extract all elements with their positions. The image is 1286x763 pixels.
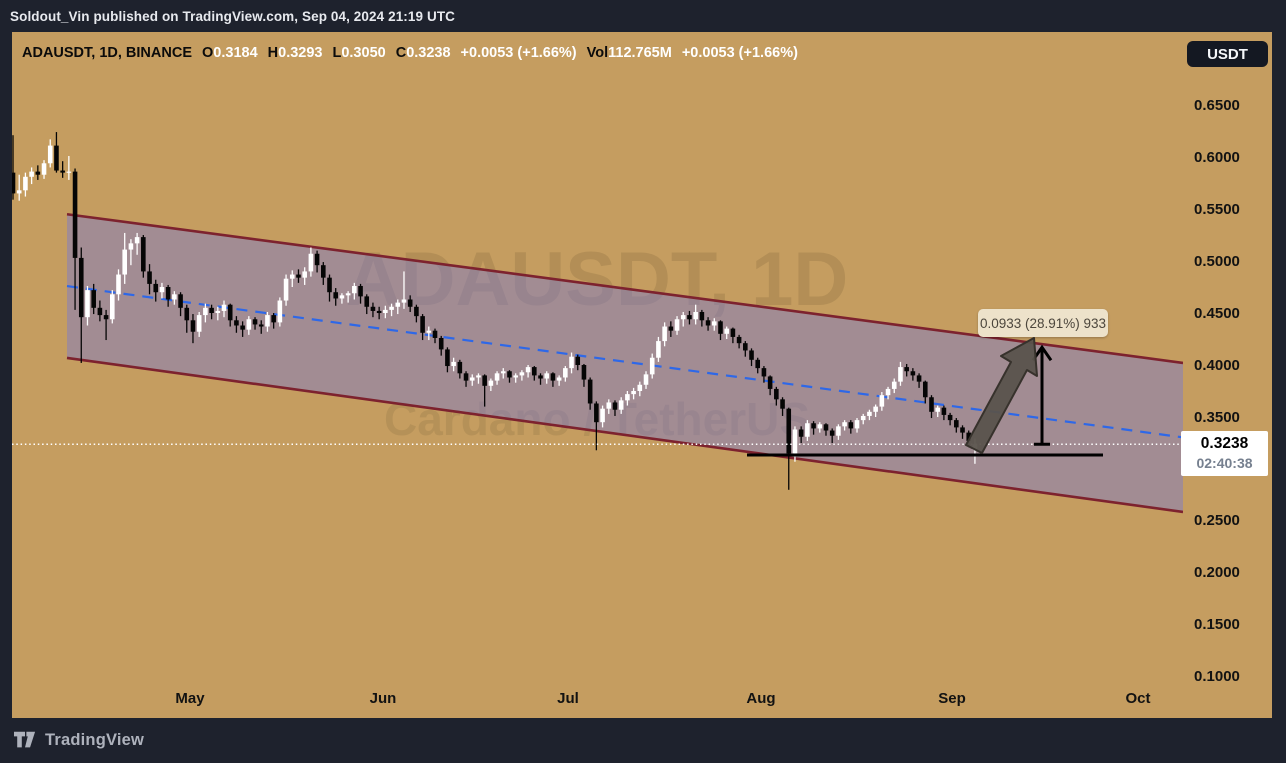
price-axis-label: 0.4000 [1194,356,1240,374]
currency-toggle-button[interactable]: USDT [1187,41,1268,67]
price-axis-label: 0.4500 [1194,304,1240,322]
price-axis-label: 0.6500 [1194,96,1240,114]
measure-label[interactable]: 0.0933 (28.91%) 933 [978,309,1108,337]
ohlc-close: C 0.3238 [395,45,451,61]
price-axis-label: 0.3500 [1194,408,1240,426]
price-axis-label: 0.1500 [1194,616,1240,634]
price-axis-label: 0.5000 [1194,252,1240,270]
channel-top-line[interactable] [66,212,1183,365]
time-axis-label: Oct [1125,690,1151,707]
time-axis-label: Aug [746,690,776,707]
channel-fill[interactable] [67,214,1183,512]
footer-bar: TradingView [0,718,1286,763]
tradingview-logo-icon[interactable] [14,731,36,750]
tradingview-wordmark[interactable]: TradingView [45,731,145,749]
price-axis-label: 0.2000 [1194,564,1240,582]
current-price-label: 0.3238 02:40:38 [1181,431,1268,476]
volume: Vol 112.765M [586,45,672,61]
current-price-value: 0.3238 [1200,435,1249,453]
ohlc-low: L 0.3050 [332,45,386,61]
chart-panel [12,32,1272,718]
ohlc-open: O 0.3184 [202,45,258,61]
time-axis-label: May [175,690,205,707]
price-change: +0.0053 (+1.66%) [460,45,577,61]
volume-change: +0.0053 (+1.66%) [681,45,798,61]
price-axis-label: 0.5500 [1194,200,1240,218]
time-axis-label: Sep [938,690,966,707]
time-axis-label: Jun [369,690,397,707]
price-axis-label: 0.1000 [1194,668,1240,686]
bar-countdown: 02:40:38 [1196,455,1253,472]
ohlc-high: H 0.3293 [267,45,323,61]
publish-text: Soldout_Vin published on TradingView.com… [10,8,456,24]
trend-arrow[interactable] [965,337,1038,454]
price-axis-label: 0.6000 [1194,148,1240,166]
time-axis-label: Jul [557,690,579,707]
channel-bottom-line[interactable] [66,356,1183,514]
symbol-title[interactable]: ADAUSDT, 1D, BINANCE [22,45,192,61]
symbol-header: ADAUSDT, 1D, BINANCE O 0.3184 H 0.3293 L 0.… [22,45,798,61]
publish-bar: Soldout_Vin published on TradingView.com… [0,0,1286,32]
candlestick-series[interactable] [11,132,978,490]
price-axis-label: 0.2500 [1194,512,1240,530]
